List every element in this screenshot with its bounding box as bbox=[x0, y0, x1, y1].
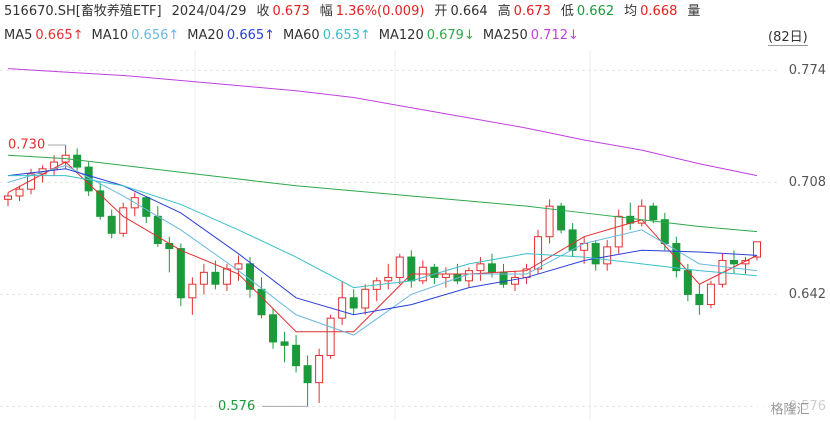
candle-body bbox=[534, 236, 543, 270]
candle-body bbox=[338, 297, 347, 319]
ma-value: 0.653↑ bbox=[322, 28, 371, 43]
ma-line bbox=[8, 175, 758, 289]
candle-body bbox=[292, 344, 301, 367]
candle-body bbox=[672, 242, 681, 272]
y-tick-label: 0.642 bbox=[789, 287, 826, 302]
ma-value: 0.679↓ bbox=[426, 28, 475, 43]
candle-body bbox=[257, 288, 266, 316]
candle-body bbox=[464, 270, 473, 282]
field-value: 0.662 bbox=[576, 4, 615, 19]
candle-body bbox=[395, 256, 404, 278]
candle-body bbox=[695, 293, 704, 306]
candle-body bbox=[384, 276, 393, 282]
candle-body bbox=[269, 314, 278, 343]
candle-body bbox=[4, 195, 12, 200]
ma-line bbox=[7, 164, 758, 336]
candle-body bbox=[142, 197, 151, 217]
candle-body bbox=[153, 215, 162, 244]
field-value: 0.668 bbox=[640, 4, 678, 19]
candle-body bbox=[568, 229, 577, 251]
field-value: 0.673 bbox=[272, 4, 310, 19]
candle-body bbox=[73, 154, 82, 168]
ma-value: 0.665↑ bbox=[35, 28, 84, 43]
candle-body bbox=[729, 259, 738, 265]
candle-body bbox=[176, 248, 185, 299]
candle-body bbox=[407, 256, 416, 282]
candle-body bbox=[165, 242, 174, 250]
candle-body bbox=[603, 246, 612, 265]
ma-name: MA60 bbox=[283, 28, 320, 43]
watermark: 格隆汇 bbox=[770, 402, 809, 418]
ma-value: 0.656↑ bbox=[131, 28, 180, 43]
field-label: 幅 bbox=[319, 4, 333, 19]
quote-row: 516670.SH[畜牧养殖ETF] 2024/04/29 收 0.673 幅 1.36%… bbox=[4, 2, 703, 22]
candle-body bbox=[649, 205, 658, 221]
candle-body bbox=[188, 283, 197, 299]
candle-body bbox=[706, 283, 715, 306]
header: 516670.SH[畜牧养殖ETF] 2024/04/29 收 0.673 幅 1.36%… bbox=[4, 2, 703, 46]
field-value: 0.673 bbox=[513, 4, 551, 19]
candle-body bbox=[234, 263, 243, 270]
ma-name: MA20 bbox=[187, 28, 224, 43]
ma-name: MA250 bbox=[482, 28, 528, 43]
candle-body bbox=[511, 276, 520, 285]
field-label: 开 bbox=[434, 4, 448, 19]
candle-body bbox=[557, 205, 566, 231]
candle-body bbox=[361, 288, 370, 309]
candle-body bbox=[349, 297, 358, 309]
candle-body bbox=[753, 241, 761, 258]
watermark-box bbox=[752, 398, 828, 422]
annotation: 0.730 bbox=[8, 138, 45, 153]
ma-line bbox=[7, 154, 758, 233]
candle-body bbox=[119, 207, 128, 234]
ma-line bbox=[7, 168, 758, 316]
candle-body bbox=[637, 205, 646, 224]
period-button[interactable]: (82日) bbox=[768, 26, 808, 46]
candle-body bbox=[660, 219, 669, 244]
field-label: 均 bbox=[624, 4, 638, 19]
candle-body bbox=[303, 365, 312, 384]
candle-body bbox=[487, 263, 496, 273]
ma-line bbox=[7, 161, 758, 333]
field-label: 收 bbox=[256, 4, 270, 19]
annotation: 0.576 bbox=[218, 399, 255, 414]
ma-name: MA10 bbox=[91, 28, 129, 43]
candle-body bbox=[441, 273, 450, 278]
candle-body bbox=[15, 188, 24, 197]
candle-body bbox=[545, 205, 554, 238]
candle-body bbox=[430, 266, 439, 278]
candle-body bbox=[222, 268, 231, 285]
candle-body bbox=[741, 259, 750, 265]
ma-legend: MA5 0.665↑ MA10 0.656↑ MA20 0.665↑ MA60 0.653↑ M… bbox=[4, 26, 703, 46]
field-value: 0.664 bbox=[450, 4, 488, 19]
field-value: 1.36%(0.009) bbox=[335, 4, 425, 19]
candle-body bbox=[211, 271, 220, 285]
candle-body bbox=[96, 190, 105, 217]
volume-label: 量 bbox=[687, 4, 701, 19]
ma-value: 0.712↓ bbox=[530, 28, 579, 43]
field-label: 高 bbox=[497, 4, 511, 19]
code: 516670.SH[畜牧养殖ETF] bbox=[4, 4, 162, 19]
date: 2024/04/29 bbox=[171, 4, 247, 19]
candle-body bbox=[199, 271, 208, 285]
candle-body bbox=[27, 173, 36, 190]
candle-body bbox=[107, 215, 116, 234]
candle-body bbox=[591, 242, 600, 265]
candle-body bbox=[614, 215, 623, 248]
ma-name: MA120 bbox=[378, 28, 424, 43]
ma-line bbox=[7, 68, 758, 177]
candle-body bbox=[315, 355, 324, 384]
candle-body bbox=[476, 263, 485, 272]
y-tick-label: 0.708 bbox=[789, 175, 826, 190]
ma-name: MA5 bbox=[4, 28, 33, 43]
field-label: 低 bbox=[560, 4, 574, 19]
ma-value: 0.665↑ bbox=[226, 28, 276, 43]
y-tick-label: 0.774 bbox=[789, 63, 826, 78]
candle-body bbox=[280, 341, 289, 346]
candle-body bbox=[326, 317, 335, 357]
